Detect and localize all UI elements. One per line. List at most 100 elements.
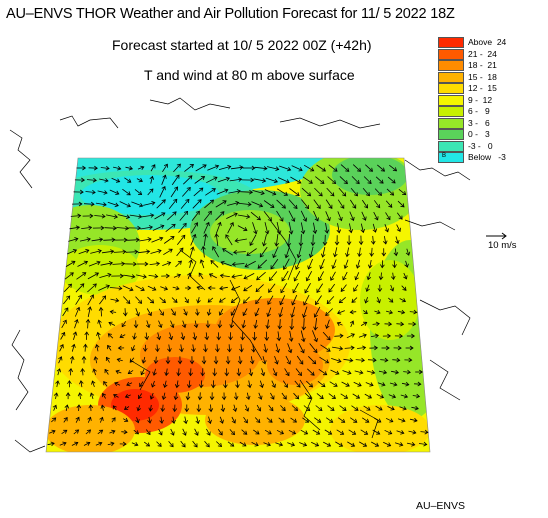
wind-arrow-head [374, 333, 380, 339]
wind-arrow [114, 382, 121, 386]
wind-arrow-head [230, 298, 236, 303]
wind-arrow [137, 166, 144, 170]
wind-arrow-head [382, 369, 388, 375]
wind-arrow-head [409, 345, 414, 351]
wind-arrow [113, 394, 119, 398]
wind-arrow [374, 310, 381, 314]
wind-arrow [390, 284, 394, 292]
wind-arrow [206, 176, 218, 184]
wind-arrow [262, 356, 266, 364]
wind-arrow [300, 222, 304, 234]
wind-arrow [103, 381, 108, 387]
legend-swatch [438, 140, 464, 152]
wind-arrow-head [290, 442, 296, 447]
wind-arrow [111, 177, 120, 183]
wind-arrow-head [398, 215, 403, 220]
wind-arrow [399, 298, 406, 302]
wind-arrow-head [53, 392, 59, 397]
wind-arrow-head [194, 222, 198, 227]
wind-arrow-head [300, 230, 306, 235]
wind-arrow [332, 259, 337, 269]
wind-arrow [352, 164, 361, 172]
wind-arrow [291, 405, 298, 411]
wind-arrow-head [206, 311, 212, 316]
wind-arrow [320, 344, 331, 352]
wind-arrow-head [229, 324, 235, 329]
wind-arrow [269, 271, 278, 281]
wind-arrow [162, 392, 166, 400]
wind-arrow-head [258, 395, 263, 400]
wind-arrow-head [159, 419, 164, 424]
wind-arrow [189, 260, 192, 268]
wind-arrow [173, 274, 181, 278]
wind-arrow [389, 382, 397, 386]
wind-arrow-head [281, 406, 286, 412]
wind-arrow [100, 307, 102, 317]
wind-arrow [94, 215, 106, 217]
wind-arrow-head [313, 348, 318, 354]
wind-arrow-head [55, 380, 60, 385]
wind-arrow-head [276, 337, 282, 342]
wind-arrow [78, 249, 89, 255]
wind-arrow-head [393, 252, 399, 257]
wind-arrow-head [147, 237, 152, 242]
wind-arrow-head [96, 260, 101, 266]
wind-arrow [264, 343, 267, 353]
wind-arrow [158, 308, 164, 316]
wind-arrow [292, 283, 299, 293]
wind-arrow-head [207, 285, 212, 291]
wind-arrow-head [247, 201, 252, 207]
wind-arrow-head [113, 214, 119, 219]
wind-arrow-head [390, 275, 396, 281]
wind-arrow-head [384, 228, 389, 233]
wind-arrow [153, 368, 156, 376]
wind-arrow-head [94, 343, 100, 349]
wind-arrow [219, 320, 221, 328]
wind-arrow [74, 307, 80, 317]
legend-label: 0 - 3 [468, 129, 490, 139]
wind-arrow-head [197, 396, 203, 401]
wind-arrow [150, 250, 162, 254]
wind-arrow-head [284, 254, 289, 259]
wind-arrow-head [81, 355, 87, 360]
wind-arrow [396, 430, 404, 434]
wind-arrow-head [52, 404, 57, 409]
wind-arrow-head [376, 204, 381, 209]
wind-arrow-head [121, 323, 126, 328]
wind-arrow [176, 247, 184, 257]
wind-arrow-head [202, 164, 207, 169]
wind-arrow-head [248, 189, 254, 195]
wind-arrow [309, 343, 318, 353]
wind-arrow [206, 428, 211, 436]
wind-arrow [165, 223, 176, 233]
wind-arrow-head [160, 224, 165, 229]
wind-arrow [157, 332, 160, 340]
wind-arrow-head [69, 355, 75, 361]
wind-arrow [315, 176, 325, 184]
wind-arrow-head [269, 407, 274, 412]
wind-arrow [349, 199, 357, 209]
wind-arrow-head [104, 178, 109, 183]
wind-arrow [347, 441, 355, 447]
wind-arrow [342, 370, 352, 374]
wind-arrow [141, 214, 154, 218]
wind-arrow-head [126, 381, 131, 387]
wind-arrow [168, 344, 171, 352]
wind-arrow [138, 393, 143, 399]
wind-arrow-head [181, 323, 187, 329]
wind-arrow-head [271, 383, 276, 388]
wind-arrow [49, 430, 56, 434]
wind-arrow-head [366, 276, 372, 281]
wind-arrow [204, 199, 214, 209]
wind-arrow [341, 381, 350, 387]
wind-arrow-head [140, 286, 145, 292]
wind-arrow-head [392, 264, 397, 269]
wind-arrow-head [119, 334, 124, 339]
wind-arrow [259, 246, 268, 258]
wind-arrow [194, 428, 199, 436]
wind-arrow-head [129, 286, 134, 292]
wind-arrow [57, 368, 61, 376]
wind-arrow [158, 428, 163, 436]
wind-arrow [314, 417, 321, 423]
wind-arrow [217, 177, 230, 183]
